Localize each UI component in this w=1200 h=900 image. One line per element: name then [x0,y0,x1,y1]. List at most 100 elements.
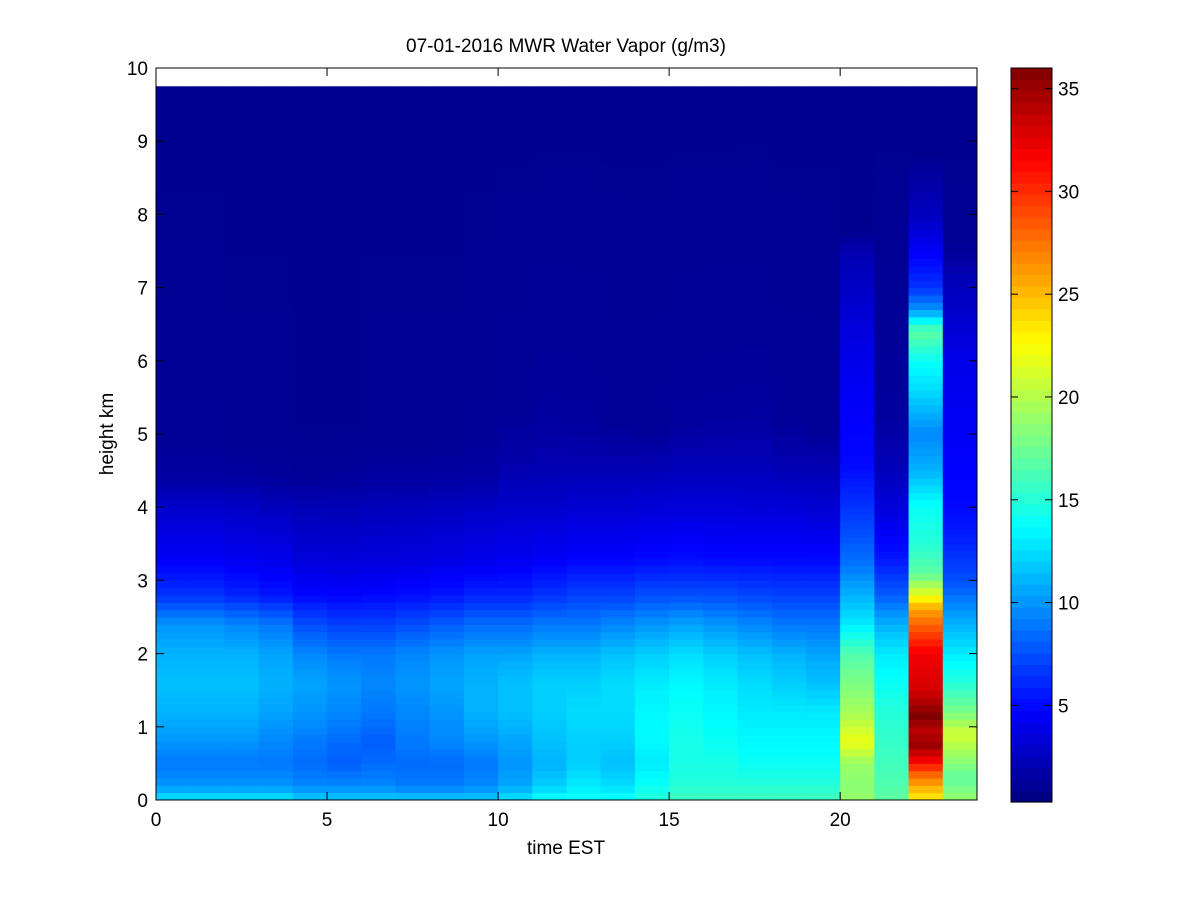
heatmap-cell [498,302,533,311]
heatmap-cell [908,602,944,611]
heatmap-cell [361,316,396,325]
heatmap-cell [292,397,328,406]
heatmap-cell [156,119,191,128]
heatmap-cell [771,595,807,603]
heatmap-cell [771,133,807,142]
heatmap-cell [942,141,978,150]
heatmap-cell [532,104,567,113]
heatmap-cell [600,375,636,384]
heatmap-cell [874,229,910,237]
heatmap-cell [771,221,807,230]
colorbar-segment [1011,354,1052,367]
heatmap-cell [463,272,499,281]
heatmap-cell [669,551,704,559]
heatmap-cell [224,368,260,376]
heatmap-cell [840,763,875,772]
heatmap-cell [463,492,499,501]
heatmap-cell [463,646,499,655]
heatmap-cell [874,346,910,354]
heatmap-cell [224,434,260,442]
heatmap-cell [737,477,773,486]
heatmap-cell [703,448,739,457]
colorbar-segment [1011,343,1052,356]
heatmap-cell [532,324,567,333]
heatmap-cell [942,331,978,340]
heatmap-cell [532,419,567,428]
heatmap-cell [874,316,910,325]
heatmap-cell [429,265,465,274]
heatmap-cell [771,185,807,193]
heatmap-cell [532,207,567,215]
heatmap-cell [840,770,875,779]
heatmap-cell [532,609,567,618]
heatmap-cell [327,272,362,281]
heatmap-cell [532,580,567,589]
heatmap-cell [498,514,533,523]
heatmap-cell [224,199,260,208]
heatmap-cell [190,455,225,464]
heatmap-cell [874,441,910,450]
heatmap-cell [737,712,773,720]
heatmap-cell [703,353,739,362]
heatmap-cell [224,390,260,398]
heatmap-cell [840,529,875,537]
heatmap-cell [737,338,773,347]
heatmap-cell [224,404,260,413]
heatmap-cell [292,565,328,574]
heatmap-cell [429,324,465,333]
heatmap-cell [532,551,567,559]
heatmap-cell [224,514,260,523]
heatmap-cell [908,119,944,128]
heatmap-cell [669,287,704,296]
heatmap-cell [942,185,978,193]
heatmap-cell [737,397,773,406]
y-tick-label: 2 [137,645,148,666]
heatmap-cell [600,646,636,655]
heatmap-cell [361,485,396,494]
heatmap-cell [566,543,602,552]
heatmap-cell [703,324,739,333]
heatmap-cell [703,624,739,633]
heatmap-cell [429,617,465,625]
heatmap-cell [703,280,739,289]
heatmap-cell [840,316,875,325]
heatmap-cell [190,529,225,537]
heatmap-cell [771,177,807,186]
heatmap-cell [874,521,910,530]
heatmap-cell [156,309,191,318]
heatmap-cell [361,529,396,537]
heatmap-cell [327,609,362,618]
heatmap-cell [463,316,499,325]
heatmap-cell [737,785,773,794]
heatmap-cell [532,602,567,611]
heatmap-cell [327,697,362,706]
heatmap-cell [395,587,431,596]
heatmap-cell [840,792,875,801]
heatmap-cell [156,565,191,574]
heatmap-cell [156,192,191,201]
heatmap-cell [361,441,396,450]
heatmap-cell [874,397,910,406]
heatmap-cell [463,412,499,420]
heatmap-cell [908,368,944,376]
heatmap-cell [361,704,396,713]
heatmap-cell [874,309,910,318]
heatmap-cell [874,595,910,603]
heatmap-cell [874,682,910,691]
heatmap-cell [703,338,739,347]
colorbar-segment [1011,297,1052,310]
heatmap-cell [737,221,773,230]
heatmap-cell [840,397,875,406]
heatmap-cell [874,470,910,479]
heatmap-cell [156,126,191,135]
colorbar-segment [1011,308,1052,321]
heatmap-cell [566,404,602,413]
heatmap-cell [190,331,225,340]
heatmap-cell [874,280,910,289]
heatmap-cell [327,441,362,450]
heatmap-cell [771,602,807,611]
heatmap-cell [395,324,431,333]
heatmap-cell [395,243,431,252]
heatmap-cell [429,668,465,677]
heatmap-cell [395,360,431,369]
